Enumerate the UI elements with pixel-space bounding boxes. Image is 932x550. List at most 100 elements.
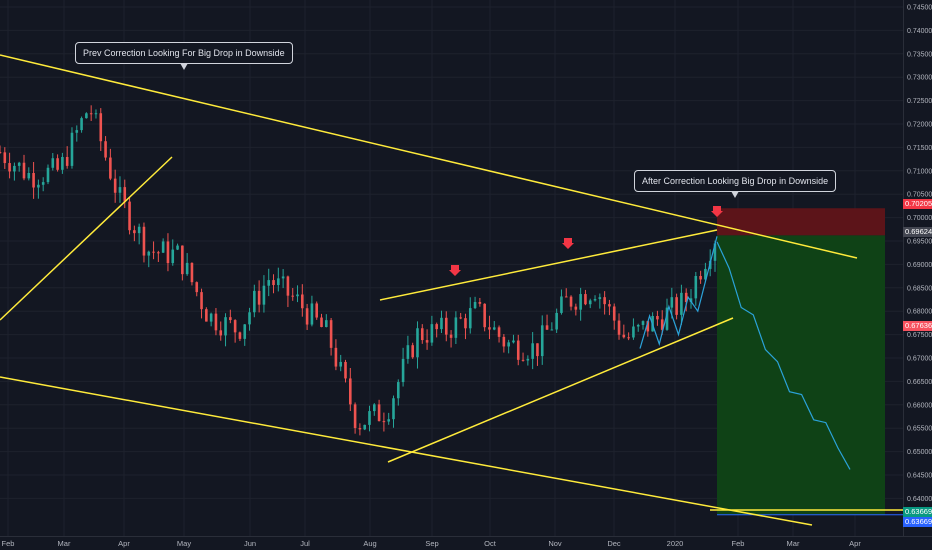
candle-body	[209, 313, 213, 322]
candle-body	[473, 301, 477, 309]
candle-body	[670, 297, 674, 308]
candle-body	[454, 317, 458, 338]
candle-body	[205, 309, 208, 322]
candle-body	[684, 292, 688, 303]
down-arrow-icon	[449, 265, 461, 276]
candle-body	[531, 343, 534, 359]
candle-body	[181, 245, 184, 275]
candle-body	[137, 226, 141, 234]
candle-body	[277, 278, 280, 286]
y-tick-label: 0.67000	[907, 356, 932, 363]
candle-body	[497, 327, 501, 337]
candle-body	[689, 298, 693, 303]
candle-body	[349, 378, 352, 405]
candle-body	[588, 300, 592, 305]
y-tick-label: 0.65500	[907, 426, 932, 433]
candle-body	[430, 324, 434, 343]
candle-body	[579, 294, 582, 310]
x-tick-label: Oct	[484, 539, 497, 548]
y-tick-label: 0.71500	[907, 145, 932, 152]
price-badge-entry: 0.69624	[903, 227, 932, 237]
candle-body	[382, 421, 386, 423]
candle-body	[147, 251, 151, 256]
candle-body	[521, 359, 525, 361]
candle-body	[123, 187, 127, 202]
trade-zones	[717, 208, 903, 516]
candle-body	[560, 296, 563, 313]
x-tick-label: Mar	[58, 539, 71, 548]
y-tick-label: 0.73500	[907, 51, 932, 58]
candle-body	[392, 398, 395, 420]
candle-body	[70, 132, 74, 166]
candle-body	[665, 307, 669, 330]
candle-body	[464, 318, 467, 329]
candle-body	[46, 167, 50, 183]
candle-body	[339, 361, 343, 367]
candle-body	[257, 290, 261, 305]
x-tick-label: Apr	[849, 539, 861, 548]
price-badge-stop: 0.70205	[903, 199, 932, 209]
candle-body	[109, 157, 112, 179]
price-badge-crosshair: 0.63669	[903, 517, 932, 527]
candle-body	[94, 113, 98, 115]
candle-body	[85, 113, 88, 119]
candle-body	[286, 276, 290, 296]
candle-body	[406, 345, 410, 359]
y-tick-label: 0.70000	[907, 215, 932, 222]
candle-body	[89, 113, 93, 115]
candle-body	[660, 319, 664, 330]
x-tick-label: Apr	[118, 539, 130, 548]
candle-body	[584, 294, 587, 305]
candle-body	[214, 313, 218, 331]
candle-body	[195, 282, 199, 293]
candle-body	[603, 297, 606, 305]
candle-body	[646, 321, 650, 332]
price-axis[interactable]: 0.74500 0.74000 0.73500 0.73000 0.72500 0.720…	[903, 0, 932, 550]
candle-body	[420, 328, 424, 341]
y-tick-label: 0.74000	[907, 28, 932, 35]
candle-body	[334, 347, 338, 367]
candle-body	[238, 332, 242, 339]
y-tick-label: 0.64000	[907, 496, 932, 503]
y-tick-label: 0.70500	[907, 192, 932, 199]
x-tick-label: Nov	[548, 539, 562, 548]
candle-body	[291, 295, 295, 297]
candle-body	[540, 325, 544, 357]
candle-body	[281, 276, 285, 279]
candle-body	[401, 358, 405, 383]
candle-body	[574, 306, 578, 310]
candle-body	[593, 299, 597, 301]
candle-body	[224, 317, 227, 336]
candle-body	[325, 320, 328, 328]
candle-body	[272, 280, 275, 286]
candle-body	[411, 345, 414, 358]
trendline-0	[0, 54, 858, 259]
candle-body	[142, 226, 146, 256]
candle-body	[152, 251, 155, 253]
candle-body	[468, 308, 472, 329]
y-tick-label: 0.72000	[907, 122, 932, 129]
y-tick-label: 0.69000	[907, 262, 932, 269]
annotation-after-correction[interactable]: After Correction Looking Big Drop in Dow…	[634, 170, 837, 198]
candle-body	[713, 243, 717, 261]
projection-lead-line	[639, 236, 718, 349]
candle-body	[699, 275, 702, 280]
candle-body	[704, 268, 707, 280]
price-badge-current: 0.67636	[903, 321, 932, 331]
candle-body	[27, 172, 31, 179]
candle-body	[608, 304, 611, 307]
candle-body	[536, 343, 539, 357]
candle-body	[353, 404, 357, 429]
x-tick-label: 2020	[667, 539, 684, 548]
time-axis[interactable]: Feb Mar Apr May Jun Jul Aug Sep Oct Nov Dec 2020 Feb…	[0, 536, 932, 549]
candle-body	[233, 320, 237, 333]
candle-body	[113, 178, 117, 193]
candle-body	[545, 325, 549, 330]
candle-body	[483, 303, 486, 328]
candle-body	[37, 184, 40, 188]
candle-body	[377, 404, 381, 422]
candle-body	[656, 316, 659, 320]
annotation-prev-correction[interactable]: Prev Correction Looking For Big Drop in …	[75, 42, 293, 70]
candle-body	[459, 317, 462, 319]
